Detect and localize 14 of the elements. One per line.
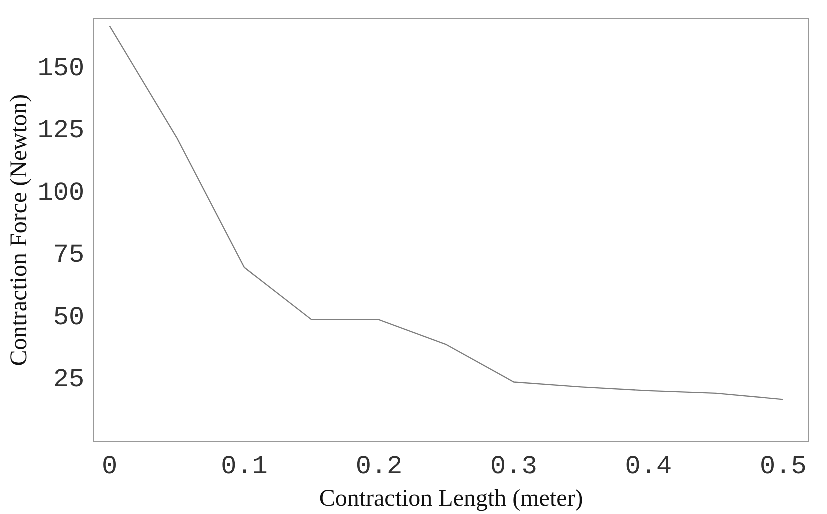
y-tick-label: 100 xyxy=(38,178,85,208)
y-tick-label: 125 xyxy=(38,116,85,146)
x-tick-label: 0.3 xyxy=(490,451,538,482)
y-axis-title: Contraction Force (Newton) xyxy=(6,94,33,366)
x-tick-label: 0.4 xyxy=(625,451,672,482)
x-axis-title: Contraction Length (meter) xyxy=(319,486,584,512)
x-tick-label: 0.5 xyxy=(760,451,807,482)
x-tick-label: 0 xyxy=(102,451,118,482)
y-tick-label: 75 xyxy=(53,240,85,270)
x-tick-label: 0.2 xyxy=(356,451,403,482)
y-tick-label: 50 xyxy=(53,302,85,332)
y-tick-label: 150 xyxy=(38,53,85,84)
x-tick-label: 0.1 xyxy=(221,451,268,482)
y-tick-label: 25 xyxy=(53,364,85,395)
